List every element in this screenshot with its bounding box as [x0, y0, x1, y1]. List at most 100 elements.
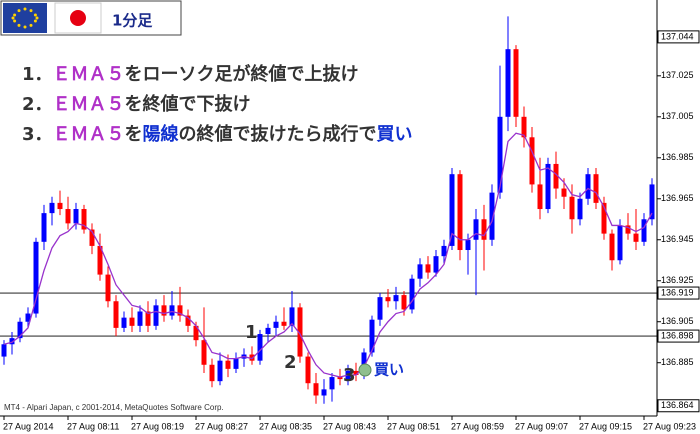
price-label: 136.864: [661, 400, 694, 410]
candle-body: [257, 334, 263, 361]
note-segment: 陽線: [143, 123, 179, 145]
candle-body: [233, 358, 239, 369]
x-tick-label: 27 Aug 09:23: [643, 421, 696, 431]
candle-body: [385, 297, 391, 302]
note-line: 2．ＥＭＡ５を終値で下抜け: [22, 93, 251, 115]
candle-body: [473, 219, 479, 240]
marker: 3: [343, 365, 356, 386]
candle-body: [225, 360, 231, 369]
candle-body: [649, 184, 655, 220]
price-label-box: [657, 399, 700, 413]
candle-body: [537, 184, 543, 210]
note-segment: を: [125, 124, 143, 145]
candle-body: [609, 233, 615, 261]
y-tick-label: 136.885: [661, 357, 694, 367]
y-tick-label: 137.005: [661, 111, 694, 121]
ema-line: [3, 132, 653, 378]
candle-body: [377, 297, 383, 320]
candle-body: [513, 49, 519, 117]
note-segment: ＥＭＡ５: [53, 64, 125, 85]
marker: 2: [284, 352, 297, 373]
candle-body: [305, 356, 311, 384]
candle-body: [393, 295, 399, 302]
y-tick-label: 136.985: [661, 152, 694, 162]
notes: 1．ＥＭＡ５をローソク足が終値で上抜け2．ＥＭＡ５を終値で下抜け3．ＥＭＡ５を陽…: [22, 63, 413, 145]
note-segment: をローソク足が終値で上抜け: [125, 63, 359, 85]
candle-body: [481, 219, 487, 240]
candle-body: [289, 307, 295, 326]
buy-label: 買い: [374, 361, 404, 379]
candle-body: [89, 229, 95, 246]
candle-body: [401, 295, 407, 310]
header: 1分足: [0, 0, 182, 36]
x-tick-label: 27 Aug 08:43: [323, 421, 376, 431]
note-line: 1．ＥＭＡ５をローソク足が終値で上抜け: [22, 63, 359, 85]
candle-body: [633, 233, 639, 242]
plot-area: [0, 16, 657, 404]
candle-body: [137, 311, 143, 326]
candle-body: [449, 174, 455, 246]
x-tick-label: 27 Aug 08:11: [67, 421, 119, 431]
marker: 1: [245, 322, 258, 343]
candle-body: [425, 264, 431, 273]
candle-body: [521, 116, 527, 138]
candle-body: [9, 338, 15, 345]
candle-body: [25, 313, 31, 322]
candle-body: [41, 213, 47, 242]
candle-body: [265, 327, 271, 335]
y-tick-label: 136.945: [661, 234, 694, 244]
candle-body: [105, 274, 111, 302]
note-segment: 3．: [22, 124, 53, 145]
candle-body: [297, 307, 303, 357]
candle-body: [193, 325, 199, 341]
candle-body: [569, 196, 575, 220]
price-label-box: [657, 30, 700, 44]
x-tick-label: 27 Aug 08:19: [131, 421, 184, 431]
candle-body: [545, 163, 551, 210]
candle-body: [337, 377, 343, 380]
candle-body: [505, 49, 511, 117]
candle-body: [489, 192, 495, 240]
candle-body: [617, 225, 623, 261]
candle-body: [281, 321, 287, 326]
candle-body: [585, 174, 591, 199]
candle-body: [561, 188, 567, 197]
candle-body: [97, 245, 103, 275]
candle-body: [33, 241, 39, 314]
y-tick-label: 136.965: [661, 193, 694, 203]
price-label: 136.919: [661, 287, 694, 297]
note-segment: 買い: [377, 124, 413, 145]
candle-body: [433, 256, 439, 273]
note-segment: を終値で下抜け: [125, 93, 251, 115]
candle-body: [57, 202, 63, 210]
x-tick-label: 27 Aug 2014: [3, 421, 54, 431]
candle-body: [113, 301, 119, 328]
candle-body: [129, 317, 135, 326]
candle-body: [49, 202, 55, 214]
japan-sun: [70, 10, 86, 26]
candle-body: [177, 305, 183, 316]
note-line: 3．ＥＭＡ５を陽線の終値で抜けたら成行で買い: [22, 123, 413, 145]
candle-body: [601, 202, 607, 234]
candle-body: [249, 354, 255, 361]
candle-body: [321, 389, 327, 396]
candle-body: [353, 370, 359, 376]
buy-icon: [358, 363, 372, 377]
x-tick-label: 27 Aug 09:15: [579, 421, 632, 431]
y-tick-label: 136.905: [661, 316, 694, 326]
candle-body: [273, 321, 279, 328]
candle-body: [169, 305, 175, 316]
x-tick-label: 27 Aug 08:27: [195, 421, 248, 431]
eu-stars: [11, 7, 39, 29]
candle-body: [73, 209, 79, 224]
candle-body: [497, 116, 503, 193]
candle-body: [209, 364, 215, 382]
x-tick-label: 27 Aug 09:07: [515, 421, 568, 431]
note-segment: ＥＭＡ５: [53, 94, 125, 115]
candle-body: [577, 198, 583, 220]
candle-body: [145, 311, 151, 326]
candle-body: [185, 315, 191, 326]
candle-body: [553, 163, 559, 189]
price-label: 136.898: [661, 330, 694, 340]
y-tick-label: 137.025: [661, 70, 694, 80]
